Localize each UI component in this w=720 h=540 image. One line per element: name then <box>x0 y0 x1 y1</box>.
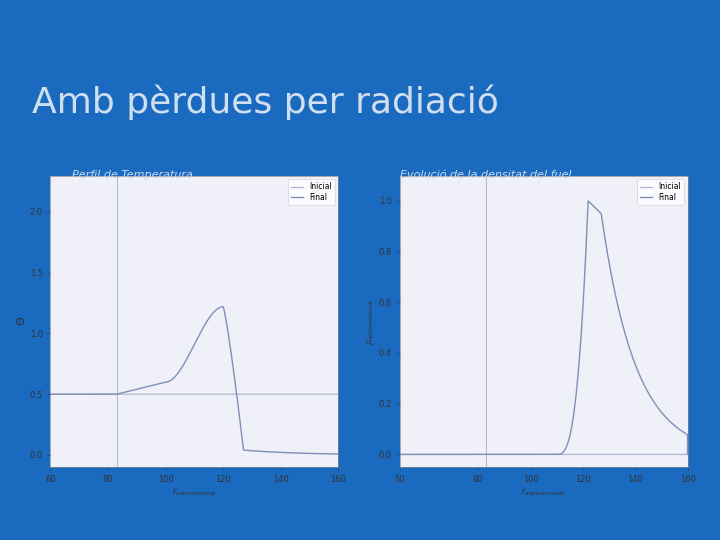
Final <box>675 426 683 433</box>
Y-axis label: $\rho_{adimensional}$: $\rho_{adimensional}$ <box>365 298 376 345</box>
Final <box>186 349 194 355</box>
Inicial <box>535 451 544 458</box>
X-axis label: $r_{adimensional}$: $r_{adimensional}$ <box>172 487 217 498</box>
Inicial <box>186 391 194 397</box>
Final <box>622 335 631 342</box>
Final <box>395 451 404 458</box>
Text: Evolució de la densitat del fuel: Evolució de la densitat del fuel <box>400 170 571 180</box>
Final <box>46 391 55 397</box>
Final <box>683 451 692 458</box>
Inicial <box>46 391 55 397</box>
Inicial <box>179 391 187 397</box>
Inicial <box>325 391 334 397</box>
Inicial <box>675 451 683 458</box>
Final <box>334 451 343 457</box>
Final <box>273 449 282 456</box>
Legend: Inicial, Final: Inicial, Final <box>637 179 684 205</box>
Inicial <box>273 391 282 397</box>
Y-axis label: $\Theta$: $\Theta$ <box>15 316 27 326</box>
Line: Final: Final <box>400 201 688 455</box>
Final <box>219 303 228 310</box>
Inicial <box>334 391 343 397</box>
Final <box>60 391 69 397</box>
Inicial <box>410 451 418 458</box>
Inicial <box>60 391 69 397</box>
Final <box>584 198 593 204</box>
Inicial <box>675 451 683 458</box>
Inicial <box>325 391 334 397</box>
Inicial <box>528 451 536 458</box>
Final <box>410 451 418 458</box>
Text: Perfil de Temperatura: Perfil de Temperatura <box>72 170 193 180</box>
Inicial <box>683 451 692 458</box>
Final <box>325 451 334 457</box>
Final <box>179 363 187 369</box>
Legend: Inicial, Final: Inicial, Final <box>288 179 335 205</box>
Inicial <box>395 451 404 458</box>
Final <box>326 451 335 457</box>
Inicial <box>622 451 631 458</box>
Final <box>535 451 544 458</box>
Line: Final: Final <box>50 307 338 454</box>
Final <box>675 426 684 433</box>
Text: Amb pèrdues per radiació: Amb pèrdues per radiació <box>32 85 499 120</box>
Final <box>528 451 536 458</box>
X-axis label: $r_{adimensional}$: $r_{adimensional}$ <box>521 487 566 498</box>
